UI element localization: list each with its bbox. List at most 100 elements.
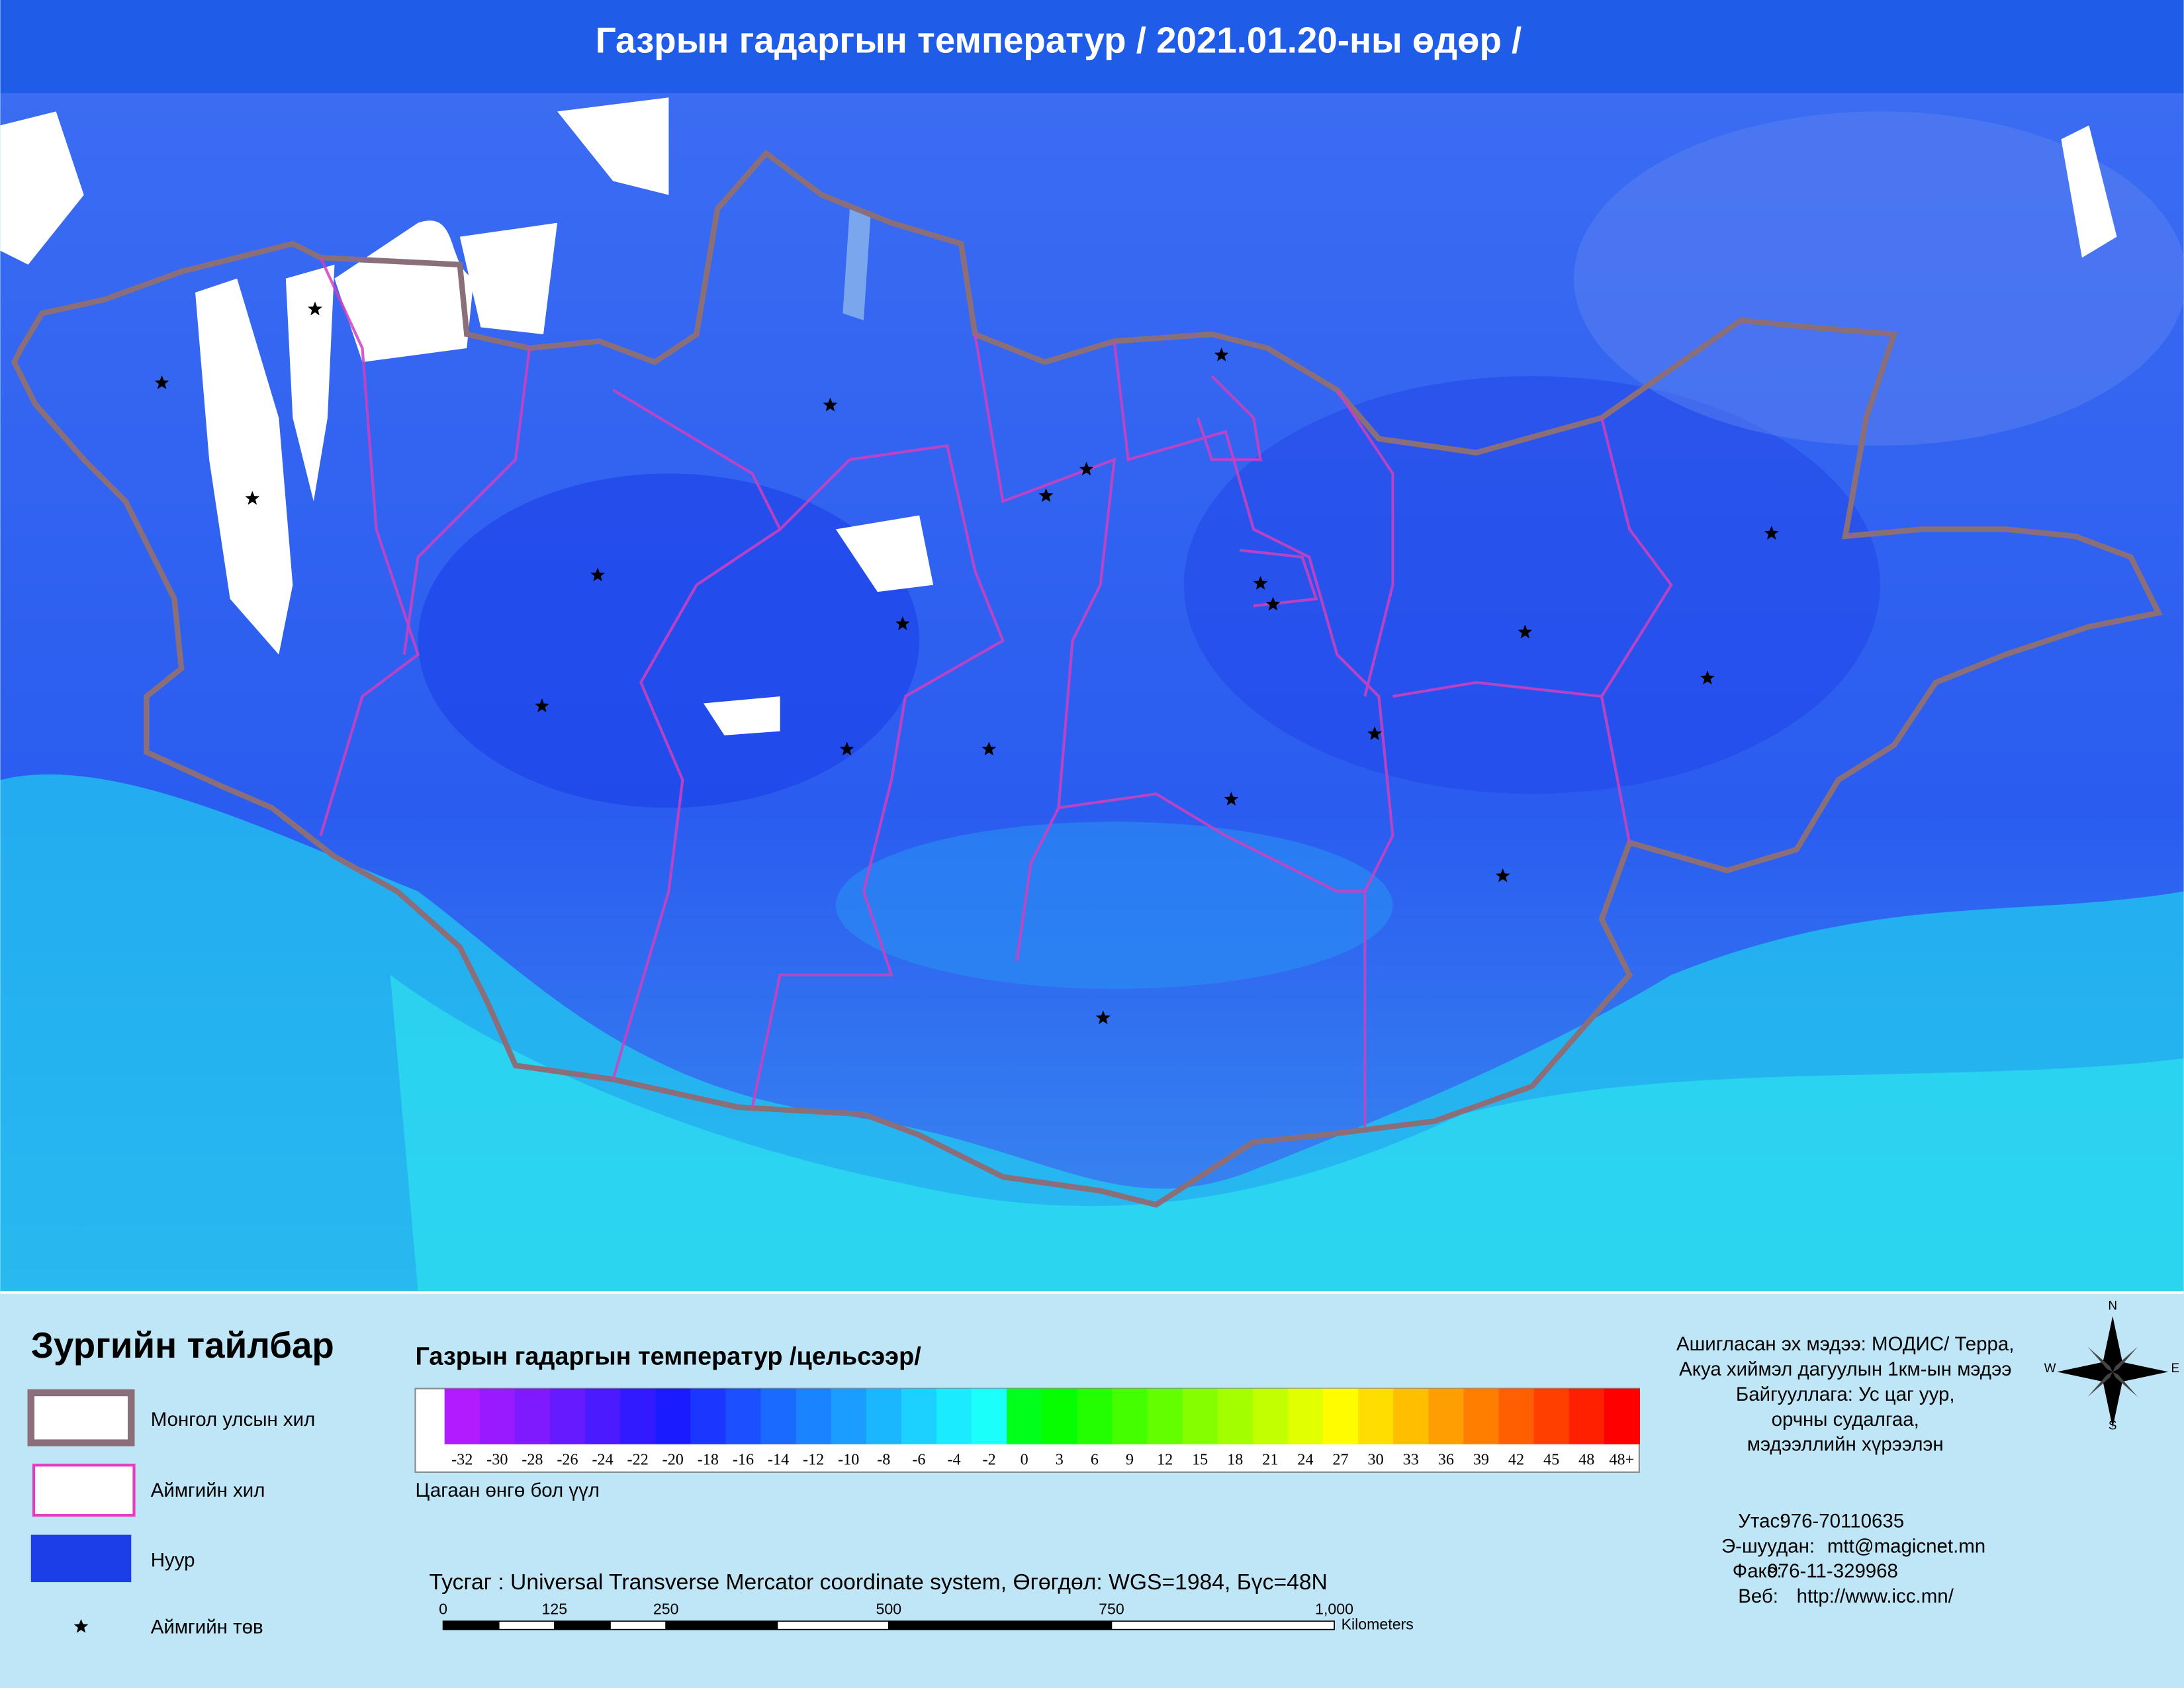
- cloud: [703, 696, 780, 735]
- province-center: [1367, 726, 1383, 741]
- province-center: [839, 741, 854, 756]
- province-center: [1095, 1010, 1111, 1025]
- color-cell: [444, 1388, 480, 1444]
- source-line: орчны судалгаа,: [1772, 1409, 1919, 1430]
- color-scale-label: -12: [803, 1451, 824, 1469]
- province-center: [245, 491, 260, 505]
- color-scale-label: -10: [838, 1451, 859, 1469]
- color-scale-label: -4: [947, 1451, 960, 1469]
- scale-bar-segment: [442, 1620, 500, 1630]
- province-center: [1495, 868, 1510, 882]
- contact-value: mtt@magicnet.mn: [1827, 1535, 1985, 1557]
- legend-star: [73, 1618, 89, 1633]
- color-scale-label: 24: [1297, 1451, 1313, 1469]
- color-scale-label: -32: [451, 1451, 473, 1469]
- lake: [842, 209, 871, 320]
- legend-label: Аймгийн хил: [151, 1479, 265, 1501]
- province-border: [1336, 389, 1394, 697]
- scale-bar-label: 500: [876, 1600, 902, 1617]
- cloud: [285, 264, 335, 502]
- color-scale-label: 12: [1157, 1451, 1173, 1469]
- color-scale-label: 48: [1578, 1451, 1594, 1469]
- color-scale-label: 45: [1543, 1451, 1559, 1469]
- scale-bar-segment: [887, 1620, 1113, 1630]
- color-cell: [831, 1388, 867, 1444]
- compass-needle: [2057, 1362, 2113, 1382]
- cloud-note: Цагаан өнгө бол үүл: [415, 1479, 600, 1501]
- province-center: [1764, 526, 1779, 540]
- province-center: [590, 567, 606, 582]
- title-bar: [0, 0, 2184, 93]
- province-border: [1392, 680, 1602, 698]
- color-scale-label: 27: [1332, 1451, 1348, 1469]
- color-cell: [1428, 1388, 1465, 1444]
- color-scale-label: 30: [1368, 1451, 1384, 1469]
- color-cell: [866, 1388, 902, 1444]
- province-center: [1038, 488, 1054, 502]
- compass-label: W: [2044, 1362, 2056, 1376]
- scale-bar: 0 125 250 500 750 1,000: [439, 1600, 1353, 1630]
- contact-label: Веб:: [1738, 1585, 1778, 1607]
- color-scale-label: -6: [912, 1451, 925, 1469]
- legend-label: Аймгийн төв: [151, 1616, 263, 1638]
- color-scale-label: -24: [592, 1451, 613, 1469]
- legend-label: Монгол улсын хил: [151, 1409, 316, 1430]
- color-scale-label: -26: [557, 1451, 578, 1469]
- province-center: [1214, 347, 1229, 361]
- map-area: [0, 93, 2184, 1293]
- cold-zone: [835, 821, 1393, 989]
- province-center: [981, 741, 997, 756]
- legend-label: Нуур: [151, 1549, 195, 1571]
- color-scale-label: 3: [1056, 1451, 1064, 1469]
- province-border: [974, 334, 1116, 962]
- color-scale-label: -18: [698, 1451, 719, 1469]
- color-cell: [585, 1388, 621, 1444]
- color-cell: [1147, 1388, 1183, 1444]
- color-cell: [972, 1388, 1008, 1444]
- country-border: [11, 149, 2163, 1208]
- province-center: [1079, 461, 1094, 476]
- color-cell: [1252, 1388, 1289, 1444]
- compass-label: E: [2171, 1362, 2180, 1376]
- color-scale-label: -2: [983, 1451, 996, 1469]
- contact-value: 976-70110635: [1780, 1510, 1904, 1532]
- color-cell: [1533, 1388, 1570, 1444]
- province-center: [1518, 624, 1533, 639]
- color-scale-label: 9: [1126, 1451, 1134, 1469]
- scale-bar-label: 0: [439, 1600, 447, 1617]
- contact-label: Факс:: [1733, 1560, 1782, 1582]
- cloud: [835, 515, 934, 592]
- province-center: [1224, 792, 1239, 806]
- color-cell: [1007, 1388, 1043, 1444]
- scale-bar-label: 250: [653, 1600, 679, 1617]
- compass-needle: [2087, 1372, 2113, 1397]
- compass-needle: [2103, 1316, 2122, 1372]
- color-cell: [549, 1388, 586, 1444]
- color-cell: [1358, 1388, 1394, 1444]
- compass: N S E W: [2044, 1299, 2180, 1433]
- color-cell: [1217, 1388, 1253, 1444]
- province-centers: [154, 301, 1779, 1025]
- cloud: [0, 111, 84, 265]
- contact-value: http://www.icc.mn/: [1797, 1585, 1954, 1607]
- source-line: Байгууллага: Ус цаг уур,: [1736, 1383, 1955, 1405]
- cold-zone: [1574, 111, 2184, 446]
- province-border: [1058, 792, 1365, 893]
- province-center: [1253, 575, 1268, 590]
- color-scale-label: -8: [877, 1451, 890, 1469]
- scale-bar-label: 750: [1099, 1600, 1124, 1617]
- color-scale-label: -28: [522, 1451, 543, 1469]
- province-center: [308, 301, 322, 316]
- province-border: [1113, 341, 1394, 1129]
- province-center: [534, 698, 549, 712]
- province-center: [1700, 671, 1715, 684]
- scale-bar-unit: Kilometers: [1342, 1615, 1414, 1632]
- color-scale-label: -20: [662, 1451, 684, 1469]
- compass-label: S: [2109, 1419, 2117, 1432]
- color-cell: [1498, 1388, 1535, 1444]
- cold-zone: [1183, 376, 1880, 794]
- color-scale-label: 39: [1473, 1451, 1489, 1469]
- color-cell: [725, 1388, 762, 1444]
- color-cell: [936, 1388, 973, 1444]
